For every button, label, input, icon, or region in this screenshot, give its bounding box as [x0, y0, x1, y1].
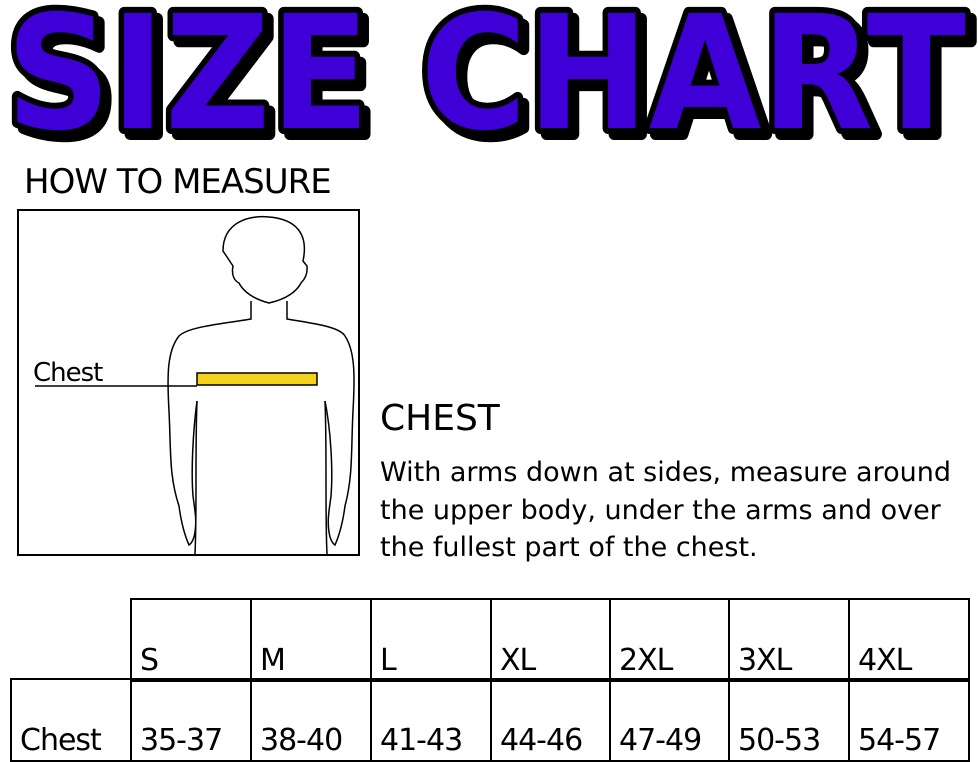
size-header: L — [370, 598, 492, 682]
chest-value: 35-37 — [130, 678, 252, 762]
size-chart-title: SIZE CHART — [0, 0, 972, 150]
chest-value: 41-43 — [370, 678, 492, 762]
size-header: S — [130, 598, 252, 682]
table-row: Chest 35-37 38-40 41-43 44-46 47-49 50-5… — [10, 678, 970, 762]
size-header: 2XL — [609, 598, 730, 682]
chest-value: 38-40 — [250, 678, 372, 762]
row-label: Chest — [10, 678, 132, 762]
chest-row-table: Chest 35-37 38-40 41-43 44-46 47-49 50-5… — [10, 678, 970, 762]
how-to-measure-heading: HOW TO MEASURE — [24, 162, 332, 202]
chest-value: 50-53 — [728, 678, 850, 762]
size-header: M — [250, 598, 372, 682]
body-outline-illustration: Chest — [33, 215, 355, 555]
size-header: XL — [490, 598, 611, 682]
size-table: S M L XL 2XL 3XL 4XL — [130, 598, 970, 682]
instruction-heading: CHEST — [380, 398, 500, 439]
size-header: 3XL — [728, 598, 850, 682]
instruction-text: With arms down at sides, measure around … — [380, 457, 951, 563]
title-text: SIZE CHART — [6, 0, 966, 150]
chest-value: 54-57 — [848, 678, 970, 762]
size-header-row: S M L XL 2XL 3XL 4XL — [130, 598, 970, 682]
size-header: 4XL — [848, 598, 970, 682]
chest-value: 47-49 — [609, 678, 730, 762]
chest-value: 44-46 — [490, 678, 611, 762]
figure-chest-label: Chest — [33, 358, 103, 388]
measurement-figure: Chest — [17, 209, 360, 556]
measuring-tape — [196, 372, 318, 386]
